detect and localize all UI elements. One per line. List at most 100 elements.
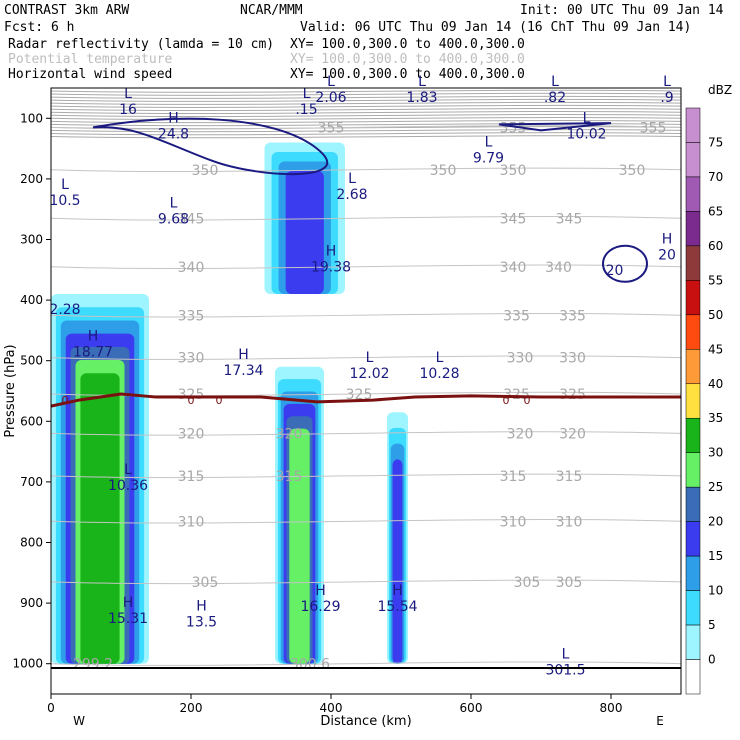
extremum-value: 16.29 xyxy=(300,599,340,615)
y-tick-label: 800 xyxy=(20,536,43,550)
colorbar-swatch xyxy=(685,521,701,557)
extremum-value: 18.77 xyxy=(73,345,113,361)
theta-label: 325 xyxy=(178,387,205,403)
y-tick-label: 400 xyxy=(20,293,43,307)
wind-extremum: 2.28 xyxy=(49,302,80,318)
wind-extremum: H18.77 xyxy=(73,329,113,361)
colorbar-label: 60 xyxy=(708,239,723,253)
colorbar-swatch xyxy=(685,349,701,385)
extremum-kind: H xyxy=(662,232,673,248)
theta-label: 350 xyxy=(500,163,527,179)
wind-contour xyxy=(92,117,328,176)
freezing-level-line xyxy=(50,392,681,408)
colorbar-swatch xyxy=(685,107,701,143)
theta-label: 310 xyxy=(500,514,527,530)
extremum-kind: L xyxy=(418,74,426,90)
field-wind-xy: XY= 100.0,300.0 to 400.0,300.0 xyxy=(290,67,525,82)
wind-extremum: L1.83 xyxy=(406,74,437,106)
colorbar-swatch xyxy=(685,211,701,247)
extremum-value: 16 xyxy=(119,102,137,118)
colorbar-label: 65 xyxy=(708,204,723,218)
reflectivity-cell xyxy=(387,412,408,664)
theta-contour xyxy=(50,661,682,666)
wind-extremum: H24.8 xyxy=(158,110,189,142)
colorbar-label: 45 xyxy=(708,342,723,356)
extremum-value: 10.28 xyxy=(419,366,459,382)
theta-label: 340 xyxy=(178,260,205,276)
y-tick-label: 600 xyxy=(20,414,43,428)
extremum-value: 9.68 xyxy=(158,211,189,227)
x-end-label-west: W xyxy=(73,714,85,728)
reflectivity-band xyxy=(392,459,403,664)
theta-label: 330 xyxy=(559,351,586,367)
extremum-value: 1.83 xyxy=(406,90,437,106)
theta-line xyxy=(50,129,682,133)
field-theta-xy: XY= 100.0,300.0 to 400.0,300.0 xyxy=(290,52,525,67)
wind-extremum: H16.29 xyxy=(300,583,340,615)
extremum-value: .82 xyxy=(544,90,566,106)
freezing-level-label: 0 xyxy=(503,394,510,407)
init-time: Init: 00 UTC Thu 09 Jan 14 xyxy=(520,3,724,18)
colorbar-label: 70 xyxy=(708,170,723,184)
x-tick-label: 200 xyxy=(180,701,203,715)
colorbar-label: 50 xyxy=(708,308,723,322)
colorbar-label: 35 xyxy=(708,411,723,425)
colorbar-swatch xyxy=(685,624,701,660)
extremum-value: .15 xyxy=(295,102,317,118)
valid-time: Valid: 06 UTC Thu 09 Jan 14 (16 ChT Thu … xyxy=(300,20,691,35)
colorbar-label: 15 xyxy=(708,549,723,563)
extremum-kind: H xyxy=(168,110,179,126)
theta-label: 330 xyxy=(178,351,205,367)
freezing-level-label: 0 xyxy=(524,394,531,407)
extremum-value: 2.68 xyxy=(336,187,367,203)
theta-contour xyxy=(50,519,682,524)
wind-extremum: L2.06 xyxy=(315,74,346,106)
theta-label: 335 xyxy=(503,308,530,324)
freezing-level-label: 0 xyxy=(62,394,69,407)
x-tick-label: 0 xyxy=(47,701,55,715)
x-axis-title: Distance (km) xyxy=(320,714,411,729)
wind-extremum: L16 xyxy=(119,86,137,118)
theta-line xyxy=(50,104,682,108)
colorbar-label: 40 xyxy=(708,377,723,391)
reflectivity-band xyxy=(80,373,120,664)
theta-label: 305 xyxy=(556,575,583,591)
extremum-kind: L xyxy=(551,74,559,90)
theta-line xyxy=(50,107,682,111)
colorbar-swatch xyxy=(685,142,701,178)
wind-extremum: L9.79 xyxy=(473,135,504,167)
colorbar-swatch xyxy=(685,555,701,591)
theta-line xyxy=(50,117,682,121)
theta-label: 320 xyxy=(559,426,586,442)
theta-label: 325 xyxy=(559,387,586,403)
y-tick-label: 1000 xyxy=(12,657,43,671)
wind-extremum: L2.68 xyxy=(336,171,367,203)
theta-contour xyxy=(50,313,682,318)
colorbar-swatch xyxy=(685,486,701,522)
extremum-value: 10.5 xyxy=(49,193,80,209)
wind-contours xyxy=(92,117,648,283)
extremum-value: 9.79 xyxy=(473,151,504,167)
colorbar-label: 25 xyxy=(708,480,723,494)
theta-label: 300.6 xyxy=(290,657,330,673)
theta-contour xyxy=(50,216,682,221)
reflectivity-cell xyxy=(275,366,324,664)
wind-extrema: L16H24.8L.15L2.06L1.83L.82L.9L9.79L10.02… xyxy=(49,74,676,679)
colorbar-label: 75 xyxy=(708,135,723,149)
theta-contour xyxy=(50,579,682,585)
theta-label: 310 xyxy=(178,514,205,530)
extremum-kind: H xyxy=(123,595,134,611)
theta-contour xyxy=(50,167,682,173)
reflectivity-regions xyxy=(51,142,408,664)
extremum-kind: L xyxy=(583,110,591,126)
extremum-kind: H xyxy=(196,598,207,614)
wind-contour xyxy=(498,122,612,132)
theta-label: 345 xyxy=(556,211,583,227)
wind-extremum: H17.34 xyxy=(223,347,263,379)
colorbar-label: 55 xyxy=(708,273,723,287)
extremum-kind: L xyxy=(663,74,671,90)
colorbar-swatch xyxy=(685,245,701,281)
theta-line xyxy=(50,113,682,118)
colorbar-label: 30 xyxy=(708,446,723,460)
x-tick-label: 400 xyxy=(320,701,343,715)
